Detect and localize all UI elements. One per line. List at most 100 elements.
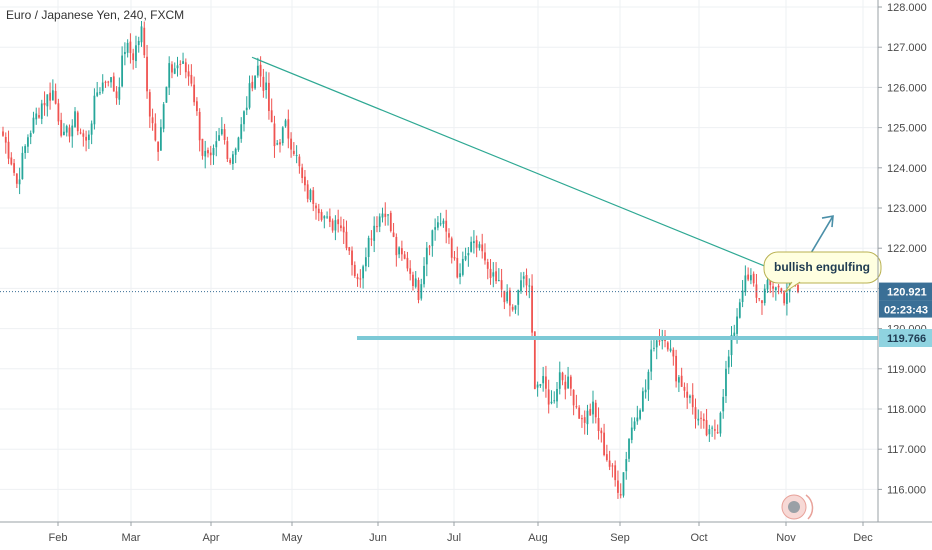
candle-body [547, 389, 550, 405]
candle-body [738, 302, 741, 318]
candle-body [553, 400, 556, 402]
candle-body [417, 280, 420, 300]
candle-body [744, 275, 747, 293]
candle-body [146, 56, 148, 92]
candle-body [323, 216, 326, 219]
candle-body [647, 371, 650, 390]
candle-body [511, 306, 514, 310]
current-price-label: 120.921 [887, 287, 927, 299]
candle-body [644, 389, 647, 393]
candle-body [71, 125, 74, 137]
candle-body [334, 220, 337, 231]
y-tick-label: 116.000 [887, 484, 926, 496]
logo-arc [805, 494, 814, 520]
candle-body [639, 410, 641, 419]
candle-body [509, 290, 511, 306]
y-tick-label: 125.000 [887, 123, 927, 135]
candle-body [420, 284, 423, 299]
candle-body [533, 331, 536, 389]
trendline[interactable] [251, 56, 791, 277]
candle-body [536, 384, 539, 388]
candle-body [589, 409, 592, 416]
candle-body [705, 420, 708, 436]
candle-body [279, 142, 281, 145]
candle-body [622, 472, 625, 496]
candle-body [431, 230, 434, 247]
candle-body [63, 131, 65, 136]
candle-body [168, 63, 171, 88]
candle-body [171, 64, 173, 73]
candle-body [270, 110, 273, 123]
candle-body [780, 288, 783, 292]
candle-body [148, 92, 151, 117]
candle-body [633, 421, 636, 430]
candle-body [218, 135, 220, 141]
candle-body [326, 216, 328, 218]
candle-body [470, 241, 473, 252]
candle-body [209, 152, 212, 156]
candle-body [677, 377, 680, 383]
candle-body [486, 261, 489, 269]
candle-body [7, 141, 10, 159]
candle-body [32, 117, 35, 133]
candle-body [143, 27, 146, 56]
candle-body [412, 274, 414, 286]
candle-body [478, 244, 481, 248]
candle-body [54, 90, 57, 104]
candle-body [545, 376, 547, 389]
candle-body [159, 127, 162, 151]
candle-body [245, 107, 248, 111]
countdown-bg [879, 300, 932, 318]
candle-body [600, 430, 603, 434]
candle-body [650, 349, 653, 372]
candle-body [353, 264, 356, 277]
candles [2, 21, 799, 499]
candle-body [317, 208, 320, 214]
candle-body [268, 82, 270, 111]
candle-body [351, 250, 353, 266]
candle-body [550, 401, 553, 404]
candle-body [367, 237, 370, 258]
candle-body [711, 427, 714, 429]
candle-body [700, 417, 702, 419]
candle-body [769, 279, 772, 286]
candle-body [456, 257, 459, 278]
candle-body [184, 62, 187, 73]
candle-body [24, 146, 27, 154]
x-tick-label: Nov [776, 532, 796, 544]
candle-body [121, 55, 124, 87]
candle-body [85, 136, 87, 141]
candle-body [619, 494, 622, 496]
candle-body [733, 332, 736, 336]
candle-body [517, 289, 520, 305]
candle-body [586, 410, 589, 425]
candle-body [198, 111, 201, 141]
candle-body [777, 285, 780, 288]
candle-body [506, 291, 509, 302]
candle-body [525, 274, 528, 286]
candle-body [179, 63, 182, 65]
candle-body [400, 248, 403, 255]
candle-body [750, 275, 752, 281]
candle-body [752, 273, 755, 284]
candle-body [79, 132, 82, 134]
candle-body [597, 418, 600, 431]
candle-body [301, 167, 304, 178]
candle-body [786, 293, 788, 304]
candle-body [461, 258, 464, 275]
candle-body [154, 123, 157, 141]
y-tick-label: 127.000 [887, 42, 927, 54]
candle-body [254, 75, 256, 89]
candle-body [362, 266, 364, 279]
candle-body [315, 205, 317, 209]
candle-body [628, 438, 630, 459]
drawings[interactable]: bullish engulfing [0, 56, 882, 520]
annotation-callout[interactable]: bullish engulfing [763, 251, 882, 293]
candle-body [697, 418, 700, 421]
x-tick-label: Apr [202, 532, 219, 544]
candle-body [439, 223, 442, 225]
candle-body [594, 402, 597, 418]
